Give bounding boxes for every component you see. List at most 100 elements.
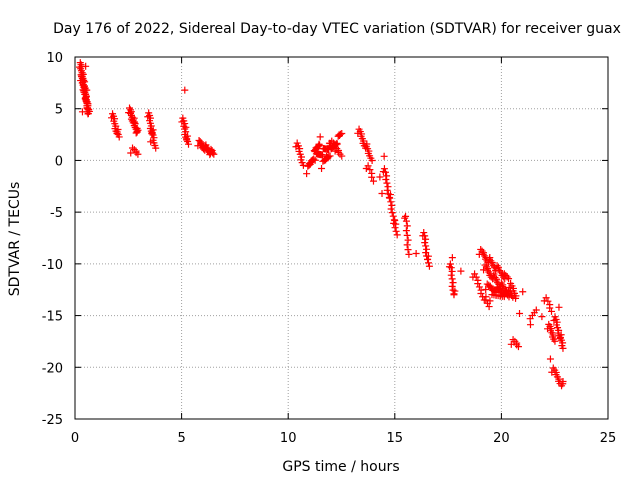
data-point xyxy=(424,252,432,260)
data-point xyxy=(78,108,86,116)
x-tick-label: 15 xyxy=(387,431,404,446)
axis-layer: 0 5 10 15 20 25 -25 -20 -15 -10 -5 0 5 10 xyxy=(42,51,617,446)
data-point xyxy=(555,303,563,311)
data-point xyxy=(83,86,91,94)
data-point xyxy=(500,293,508,301)
data-point xyxy=(152,144,160,152)
data-point xyxy=(519,288,527,296)
data-point xyxy=(404,236,412,244)
data-point xyxy=(310,155,318,163)
data-point xyxy=(148,130,156,138)
data-point xyxy=(405,250,413,258)
data-point xyxy=(403,241,411,249)
plot-frame xyxy=(74,56,609,420)
y-axis-title: SDTVAR / TECUs xyxy=(7,182,23,297)
data-point xyxy=(209,149,217,157)
data-point xyxy=(126,109,134,117)
data-point xyxy=(383,186,391,194)
data-point xyxy=(526,315,534,323)
chart-title: Day 176 of 2022, Sidereal Day-to-day VTE… xyxy=(53,21,621,37)
data-point xyxy=(318,164,326,172)
data-point xyxy=(448,275,456,283)
data-point xyxy=(83,104,91,112)
data-point xyxy=(387,198,395,206)
data-point xyxy=(423,245,431,253)
data-point xyxy=(338,152,346,160)
data-point xyxy=(421,239,429,247)
data-point xyxy=(319,151,327,159)
data-point xyxy=(472,273,480,281)
data-point xyxy=(538,313,546,321)
data-point xyxy=(485,303,493,311)
y-tick-label: 0 xyxy=(55,154,63,169)
data-point xyxy=(316,141,324,149)
data-point xyxy=(512,294,520,302)
data-point xyxy=(311,156,319,164)
data-point xyxy=(491,274,499,282)
data-point xyxy=(551,337,559,345)
data-point xyxy=(425,259,433,267)
data-point xyxy=(482,296,490,304)
data-point xyxy=(323,152,331,160)
data-point xyxy=(449,279,457,287)
data-point xyxy=(503,273,511,281)
data-point xyxy=(471,270,479,278)
x-tick-label: 20 xyxy=(493,431,510,446)
data-point xyxy=(404,246,412,254)
data-point xyxy=(412,250,420,258)
y-tick-label: 5 xyxy=(55,103,63,118)
data-point xyxy=(526,321,534,329)
data-point xyxy=(331,147,339,155)
data-point xyxy=(402,212,410,220)
data-point xyxy=(382,168,390,176)
data-point xyxy=(364,162,372,170)
y-tick-label: 10 xyxy=(46,51,63,66)
data-point xyxy=(366,166,374,174)
data-point xyxy=(315,140,323,148)
data-point xyxy=(422,242,430,250)
data-point xyxy=(481,252,489,260)
data-point xyxy=(391,216,399,224)
y-tick-label: -5 xyxy=(50,206,63,221)
data-point xyxy=(81,78,89,86)
y-tick-label: -20 xyxy=(42,361,63,376)
data-point xyxy=(497,279,505,287)
data-point xyxy=(131,119,139,127)
data-point xyxy=(559,380,567,388)
data-point xyxy=(402,227,410,235)
data-point xyxy=(446,260,454,268)
data-point xyxy=(447,271,455,279)
data-point xyxy=(336,130,344,138)
data-point xyxy=(422,249,430,257)
data-point xyxy=(388,209,396,217)
data-point xyxy=(514,343,522,351)
data-point xyxy=(482,286,490,294)
data-point xyxy=(447,264,455,272)
data-point xyxy=(378,190,386,198)
data-point xyxy=(316,133,324,141)
data-point xyxy=(185,140,193,148)
data-point xyxy=(457,267,465,275)
data-point xyxy=(389,212,397,220)
data-point xyxy=(486,297,494,305)
data-point xyxy=(485,268,493,276)
data-point xyxy=(448,267,456,275)
data-point xyxy=(420,229,428,237)
data-point xyxy=(516,310,524,318)
data-point xyxy=(182,123,190,131)
data-point xyxy=(474,280,482,288)
points-layer xyxy=(76,59,567,390)
data-point xyxy=(403,222,411,230)
data-point xyxy=(448,282,456,290)
data-point xyxy=(477,289,485,297)
x-tick-label: 10 xyxy=(280,431,297,446)
data-point xyxy=(388,201,396,209)
data-point xyxy=(368,173,376,181)
data-point xyxy=(478,247,486,255)
x-tick-label: 0 xyxy=(71,431,79,446)
data-point xyxy=(181,86,189,94)
data-point xyxy=(303,170,311,178)
data-point xyxy=(210,150,218,158)
data-point xyxy=(403,231,411,239)
